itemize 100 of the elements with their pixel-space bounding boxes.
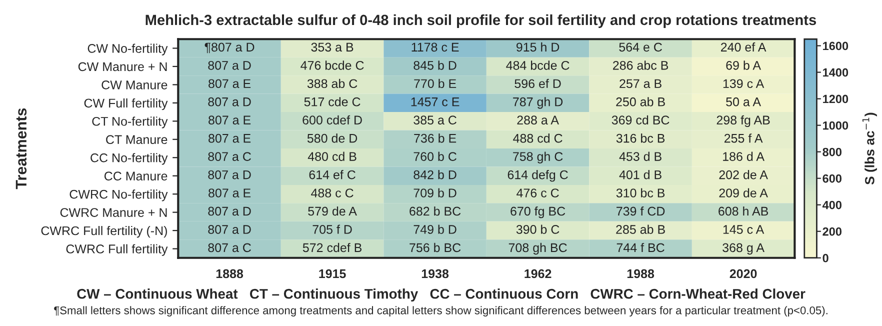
y-tick-label: CC No-fertility <box>90 153 168 165</box>
y-tick-label: CT No-fertility <box>92 116 168 128</box>
data-label: 744 f BC <box>616 242 664 252</box>
data-label: 596 ef D <box>514 78 561 88</box>
x-tick-label: 1938 <box>422 269 449 278</box>
data-label: 186 d A <box>723 152 764 161</box>
data-label: 285 ab B <box>616 224 665 234</box>
data-label: 608 h AB <box>718 206 768 216</box>
data-label: 564 e C <box>619 42 662 52</box>
data-label: ¶807 a D <box>204 42 254 54</box>
data-label: 488 cd C <box>513 134 562 143</box>
x-tick-label: 1988 <box>627 269 654 278</box>
color-bar-label: 1600 <box>823 42 848 50</box>
color-bar-label: 0 <box>822 254 828 262</box>
data-label: 614 defg C <box>508 170 568 182</box>
data-label: 736 b E <box>414 134 456 143</box>
data-label: 250 ab B <box>616 97 665 106</box>
data-label: 517 cde C <box>304 97 360 106</box>
data-label: 807 a C <box>208 243 251 252</box>
data-label: 480 cd B <box>308 152 356 161</box>
y-tick-label: CC Manure <box>104 172 168 180</box>
data-label: 807 a E <box>208 188 251 198</box>
y-tick-label: CW No-fertility <box>88 44 168 56</box>
data-label: 579 de A <box>308 206 357 216</box>
data-label: 807 a D <box>208 206 251 216</box>
data-label: 614 ef C <box>309 170 356 180</box>
data-label: 390 b C <box>516 224 560 234</box>
text: CW – Continuous Wheat CT – Continuous Timothy CC – Continuous Corn CWRC – Corn-Wheat-Red Clover <box>77 288 806 302</box>
data-label: 807 a C <box>208 152 251 161</box>
data-label: 286 abc B <box>613 60 668 70</box>
data-label: 316 bc B <box>616 134 665 143</box>
data-label: 310 bc B <box>616 188 665 198</box>
data-label: 758 gh C <box>513 152 563 164</box>
data-label: 807 a E <box>208 134 251 143</box>
y-tick-label: CWRC Full fertility (-N) <box>41 226 167 238</box>
chart-title: Mehlich-3 extractable sulfur of 0-48 inch soil profile for soil fertility and crop rotations treatments <box>146 14 816 28</box>
data-label: 807 a D <box>208 170 251 180</box>
data-label: 572 cdef B <box>302 242 362 252</box>
data-label: 739 f CD <box>616 206 665 216</box>
color-bar-label: 600 <box>822 174 842 183</box>
y-tick-label: CW Full fertility <box>84 98 168 110</box>
y-tick-label: CW Manure + N <box>78 62 167 72</box>
data-label: 845 b D <box>414 60 456 70</box>
data-label: 388 ab C <box>307 78 358 88</box>
data-label: 705 f D <box>312 224 352 234</box>
data-label: 353 a B <box>311 42 354 52</box>
data-label: 1457 c E <box>411 98 460 106</box>
y-tick-label: CWRC Full fertility <box>66 244 168 256</box>
x-tick-label: 2020 <box>730 269 757 278</box>
data-label: 476 c C <box>516 188 559 198</box>
data-label: 488 c C <box>311 188 354 198</box>
data-label: 1178 c E <box>412 42 459 52</box>
data-label: 145 c A <box>723 225 764 234</box>
data-label: 760 b C <box>414 152 456 161</box>
data-label: 807 a D <box>208 60 251 70</box>
color-bar-label: 800 <box>822 148 842 156</box>
data-label: 453 d B <box>619 152 662 161</box>
color-bar-label: 1200 <box>823 94 848 104</box>
data-label: 807 a D <box>208 97 251 106</box>
y-axis-title: Treatments <box>16 108 27 190</box>
data-label: 682 b BC <box>410 206 461 216</box>
color-bar-title: S (lbs ac$^{−1}$) <box>862 112 877 185</box>
data-label: 484 bcde C <box>506 60 570 70</box>
data-label: 257 a B <box>620 79 662 88</box>
y-tick-label: CT Manure <box>106 135 168 144</box>
data-label: 368 g A <box>722 243 764 255</box>
x-tick-label: 1915 <box>319 269 346 278</box>
x-tick-label: 1962 <box>524 269 552 278</box>
data-label: 50 a A <box>726 97 762 106</box>
data-label: 202 de A <box>719 170 768 180</box>
data-label: 288 a A <box>517 116 559 125</box>
data-label: 709 b D <box>414 188 456 198</box>
data-label: 476 bcde C <box>300 60 364 70</box>
color-bar-label: 1000 <box>823 121 848 130</box>
color-bar-label: 1400 <box>823 68 848 77</box>
data-label: 369 cd BC <box>612 115 670 125</box>
data-label: 255 f A <box>724 134 763 143</box>
x-tick-label: 1888 <box>216 269 244 278</box>
color-bar-label: 200 <box>822 227 842 236</box>
y-tick-label: CW Manure <box>102 80 168 90</box>
data-label: 770 b E <box>414 78 456 88</box>
data-label: 915 h D <box>516 42 560 52</box>
data-label: 401 d B <box>619 170 662 180</box>
color-bar-label: 400 <box>822 200 842 210</box>
data-label: 807 a E <box>208 79 251 88</box>
data-label: 240 ef A <box>721 42 766 52</box>
data-label: 807 a E <box>208 116 251 125</box>
text: ¶Small letters shows significant difference among treatments and capital letters show significant differences between years for a particular treatment (p<0.05). <box>54 306 828 317</box>
data-label: 298 fg AB <box>716 115 770 127</box>
data-label: 670 fg BC <box>510 206 566 218</box>
data-label: 600 cdef D <box>302 115 362 125</box>
data-label: 756 b BC <box>410 242 461 252</box>
data-label: 749 b D <box>414 224 456 234</box>
data-label: 139 c A <box>723 79 764 88</box>
data-label: 842 b D <box>414 170 456 180</box>
data-label: 385 a C <box>414 116 456 125</box>
y-tick-label: CWRC Manure + N <box>60 208 167 217</box>
data-label: 580 de D <box>307 134 358 143</box>
data-label: 787 gh D <box>513 97 563 109</box>
data-label: 69 b A <box>726 60 762 70</box>
